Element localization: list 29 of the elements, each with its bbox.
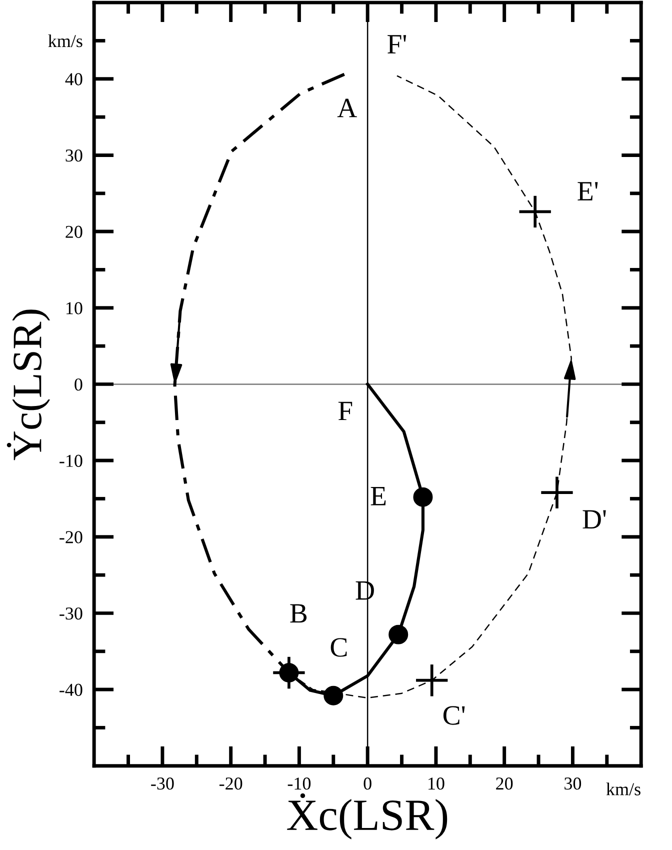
y-tick-label: -10	[60, 454, 82, 467]
y-axis-title: Ẏc(LSR)	[6, 310, 50, 460]
y-tick-label: km/s	[48, 34, 82, 48]
annotation: D'	[582, 510, 606, 528]
annotation: F	[338, 402, 352, 420]
x-tick-label: -10	[288, 777, 311, 790]
y-tick-label: -20	[60, 531, 82, 544]
annotation: E	[370, 487, 386, 506]
annotation: F'	[388, 35, 406, 54]
x-tick-label: 0	[364, 777, 372, 790]
y-tick-label: 0	[74, 378, 82, 391]
annotation: E'	[578, 182, 598, 200]
annotation: C'	[443, 706, 465, 725]
text: km/s	[606, 782, 640, 796]
annotation: B	[290, 604, 307, 623]
x-axis-title: Ẋc(LSR)	[287, 793, 448, 840]
x-tick-label: -20	[219, 777, 242, 790]
y-tick-label: -30	[60, 607, 82, 620]
x-tick-label: -30	[151, 777, 174, 790]
y-tick-label: 40	[65, 73, 82, 86]
y-tick-label: -40	[60, 684, 82, 696]
y-tick-label: 10	[66, 302, 82, 314]
annotation: A	[337, 98, 357, 118]
annotation: C	[330, 638, 347, 657]
x-tick-label: 10	[428, 777, 444, 790]
x-tick-label: 30	[564, 777, 582, 790]
y-tick-label: 20	[66, 226, 82, 238]
x-tick-label: 20	[496, 777, 513, 790]
y-tick-label: 30	[66, 149, 82, 162]
